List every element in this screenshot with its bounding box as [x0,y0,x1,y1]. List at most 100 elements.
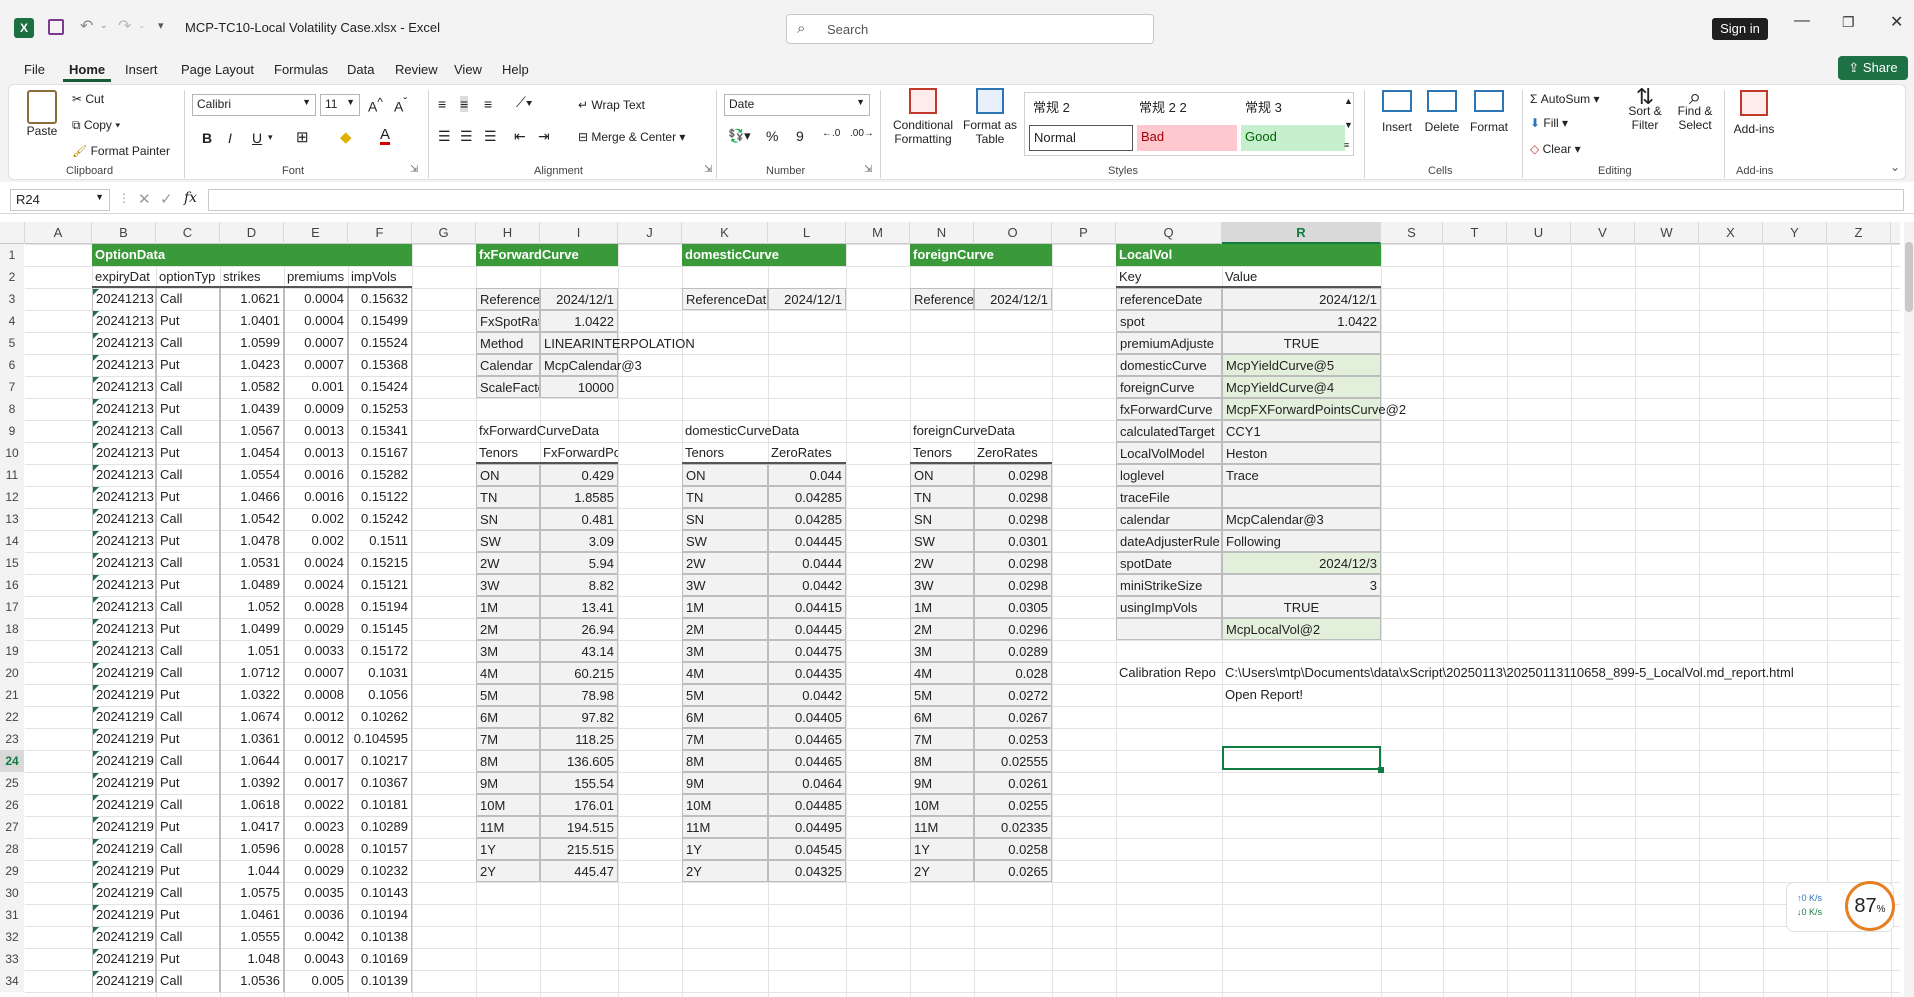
fx-forward-points[interactable]: 5.94 [540,552,618,574]
option-data-cell[interactable]: 0.0028 [284,838,348,860]
foreign-tenor[interactable]: 8M [910,750,974,772]
fx-forward-points[interactable]: 97.82 [540,706,618,728]
percent-icon[interactable]: % [766,128,779,144]
option-data-cell[interactable]: 0.10367 [348,772,412,794]
option-data-cell[interactable]: 0.0004 [284,310,348,332]
style-normal[interactable]: Normal [1029,125,1133,151]
local-vol-key[interactable] [1116,618,1222,640]
option-data-cell[interactable]: 0.10289 [348,816,412,838]
scrollbar-thumb[interactable] [1905,242,1913,312]
select-all-corner[interactable] [0,222,25,244]
option-data-cell[interactable]: 20241219 [92,926,156,948]
column-header-v[interactable]: V [1571,222,1635,244]
option-data-cell[interactable]: 0.15524 [348,332,412,354]
orientation-icon[interactable]: ⟋▾ [516,94,533,110]
option-data-cell[interactable]: 0.10157 [348,838,412,860]
fx-forward-tenor[interactable]: 5M [476,684,540,706]
local-vol-title[interactable]: LocalVol [1116,244,1381,266]
local-vol-key[interactable]: usingImpVols [1116,596,1222,618]
vertical-scrollbar[interactable] [1904,222,1914,997]
option-data-cell[interactable]: Put [156,728,220,750]
local-vol-key[interactable]: calculatedTarget [1116,420,1222,442]
fx-forward-tenor[interactable]: 1M [476,596,540,618]
row-header-11[interactable]: 11 [0,464,24,486]
domestic-tenor[interactable]: 2M [682,618,768,640]
foreign-rate[interactable]: 0.0305 [974,596,1052,618]
borders-icon[interactable]: ⊞ [296,129,309,146]
decrease-font-icon[interactable]: Aˇ [394,96,408,115]
local-vol-value[interactable] [1222,486,1381,508]
option-data-cell[interactable]: 0.15632 [348,288,412,310]
row-header-7[interactable]: 7 [0,376,24,398]
tab-page-layout[interactable]: Page Layout [181,62,255,77]
column-header-a[interactable]: A [25,222,92,244]
fx-forward-points[interactable]: 0.481 [540,508,618,530]
tab-review[interactable]: Review [395,62,438,77]
option-data-cell[interactable]: Put [156,354,220,376]
local-vol-value[interactable]: McpYieldCurve@4 [1222,376,1381,398]
domestic-tenor[interactable]: 3W [682,574,768,596]
option-data-cell[interactable]: 20241219 [92,882,156,904]
option-data-cell[interactable]: 0.0017 [284,750,348,772]
domestic-tenor[interactable]: 7M [682,728,768,750]
option-data-cell[interactable]: 1.0531 [220,552,284,574]
option-data-cell[interactable]: 20241213 [92,332,156,354]
option-data-cell[interactable]: 0.0029 [284,618,348,640]
option-data-cell[interactable]: Put [156,816,220,838]
option-data-cell[interactable]: 20241219 [92,706,156,728]
domestic-rate[interactable]: 0.04465 [768,728,846,750]
column-header-f[interactable]: F [348,222,412,244]
option-data-cell[interactable]: 0.0022 [284,794,348,816]
option-data-cell[interactable]: Call [156,464,220,486]
row-header-3[interactable]: 3 [0,288,24,310]
option-data-header[interactable]: optionTyp [156,266,220,288]
domestic-tenor[interactable]: 1M [682,596,768,618]
tab-data[interactable]: Data [347,62,375,77]
domestic-ref-label[interactable]: ReferenceDat [682,288,768,310]
row-header-28[interactable]: 28 [0,838,24,860]
option-data-cell[interactable]: Put [156,310,220,332]
option-data-cell[interactable]: 20241213 [92,596,156,618]
foreign-rate[interactable]: 0.0253 [974,728,1052,750]
column-header-w[interactable]: W [1635,222,1699,244]
option-data-cell[interactable]: Call [156,420,220,442]
row-header-2[interactable]: 2 [0,266,24,288]
foreign-rate[interactable]: 0.0298 [974,552,1052,574]
column-header-t[interactable]: T [1443,222,1507,244]
insert-function-icon[interactable]: fx [184,190,198,206]
row-header-31[interactable]: 31 [0,904,24,926]
option-data-cell[interactable]: Call [156,882,220,904]
local-vol-value[interactable]: TRUE [1222,332,1381,354]
align-center-icon[interactable]: ☰ [460,128,473,144]
option-data-cell[interactable]: 0.10139 [348,970,412,992]
fx-forward-param-value[interactable]: 10000 [540,376,618,398]
fx-forward-tenor[interactable]: 11M [476,816,540,838]
option-data-cell[interactable]: 1.0567 [220,420,284,442]
autosum-button[interactable]: Σ AutoSum ▾ [1530,92,1600,106]
domestic-tenor[interactable]: 3M [682,640,768,662]
fx-forward-param-key[interactable]: Calendar [476,354,540,376]
option-data-cell[interactable]: 0.15172 [348,640,412,662]
option-data-cell[interactable]: 1.0582 [220,376,284,398]
currency-icon[interactable]: 💱▾ [728,128,751,143]
local-vol-key[interactable]: miniStrikeSize [1116,574,1222,596]
option-data-cell[interactable]: 0.15242 [348,508,412,530]
option-data-cell[interactable]: 1.0712 [220,662,284,684]
font-size-select[interactable]: 11 ▼ [320,94,360,116]
fx-forward-points[interactable]: 0.429 [540,464,618,486]
foreign-tenor[interactable]: 6M [910,706,974,728]
fx-forward-points[interactable]: 1.8585 [540,486,618,508]
local-vol-key[interactable]: spotDate [1116,552,1222,574]
domestic-rate[interactable]: 0.04435 [768,662,846,684]
option-data-cell[interactable]: 0.002 [284,508,348,530]
option-data-cell[interactable]: 0.001 [284,376,348,398]
foreign-tenor[interactable]: 9M [910,772,974,794]
fx-forward-param-value[interactable]: 1.0422 [540,310,618,332]
restore-icon[interactable]: ❐ [1842,14,1855,30]
option-data-cell[interactable]: Put [156,486,220,508]
local-vol-key[interactable]: loglevel [1116,464,1222,486]
foreign-tenor[interactable]: 1M [910,596,974,618]
column-header-o[interactable]: O [974,222,1052,244]
open-report-link[interactable]: Open Report! [1225,687,1304,702]
local-vol-key[interactable]: domesticCurve [1116,354,1222,376]
